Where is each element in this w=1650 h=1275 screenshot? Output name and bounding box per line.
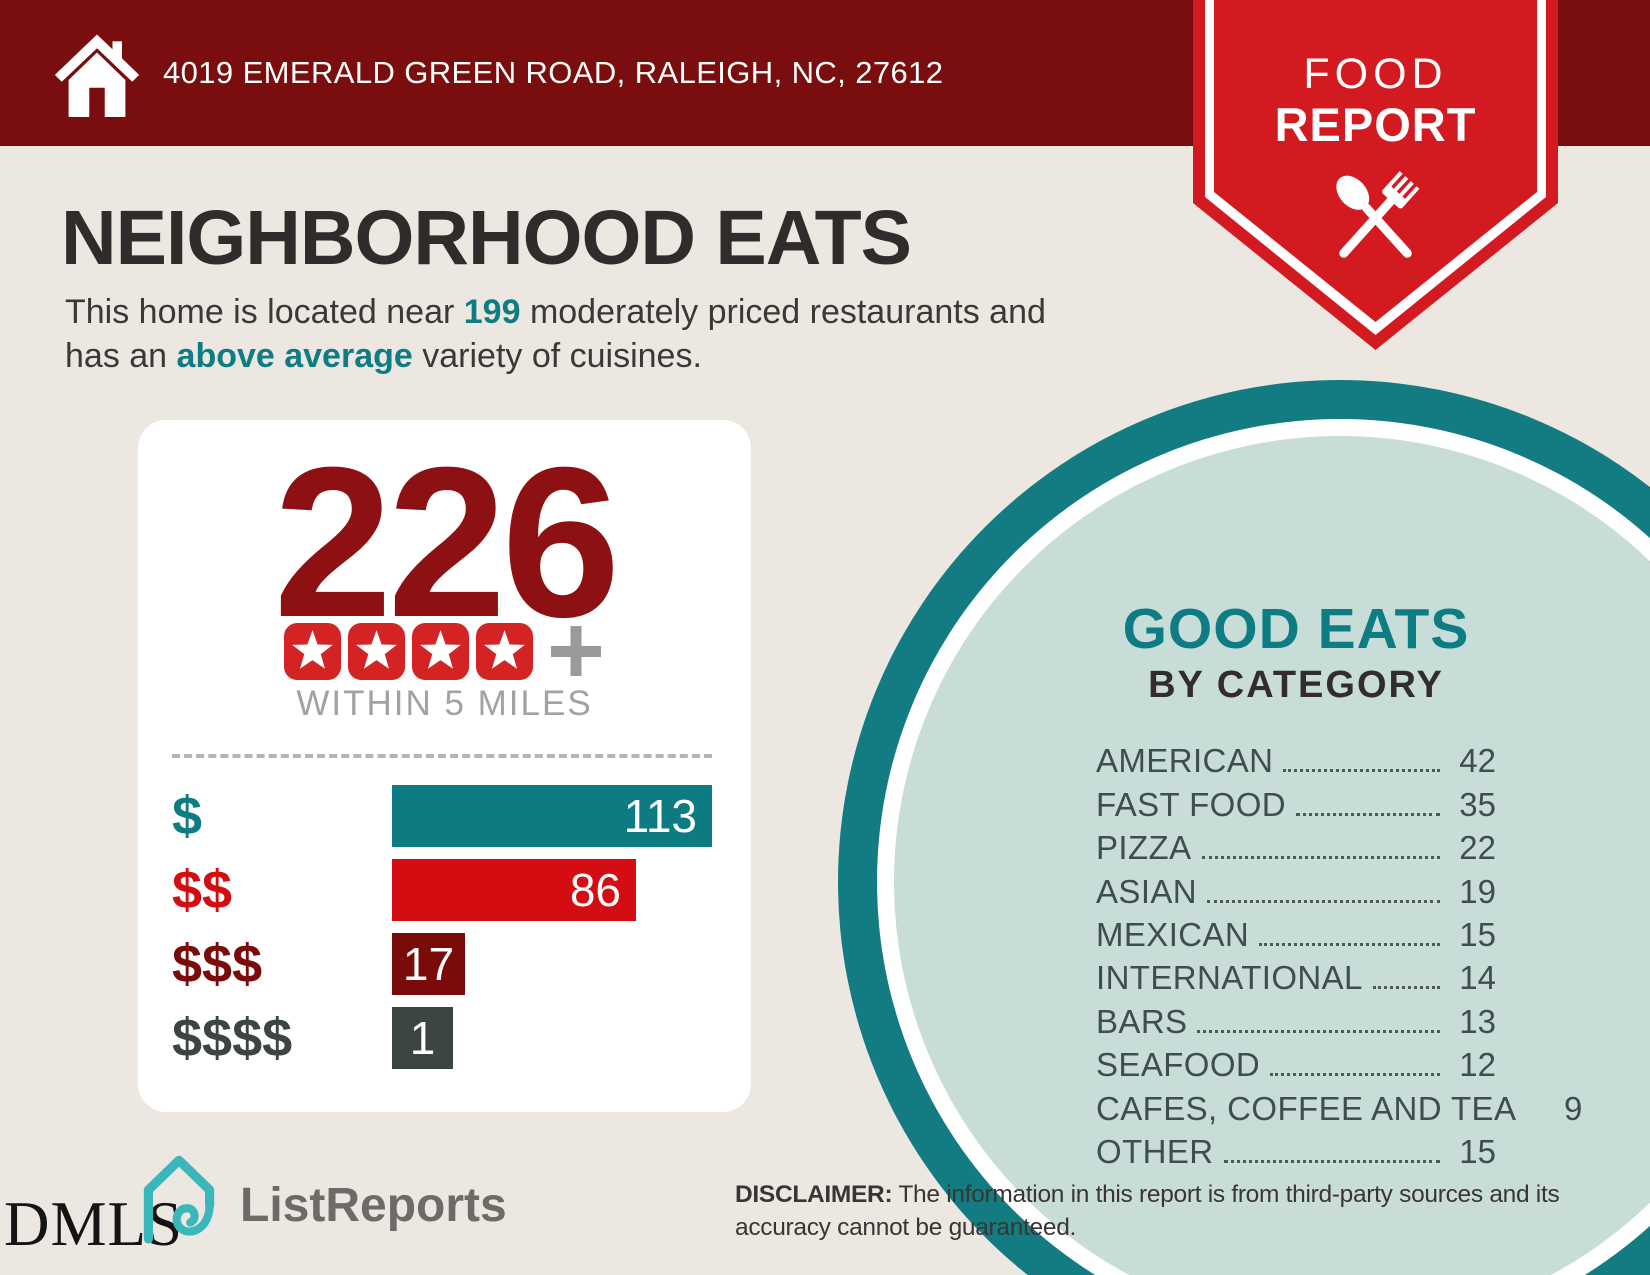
category-row: MEXICAN 15 (1096, 911, 1496, 954)
category-label: FAST FOOD (1096, 785, 1287, 823)
tier-bar: 113 (392, 785, 712, 847)
category-label: PIZZA (1096, 829, 1192, 867)
leader-dots (1270, 1073, 1440, 1077)
price-tier-row: $$ 86 (138, 859, 751, 921)
category-label: SEAFOOD (1096, 1046, 1261, 1084)
tier-value: 86 (569, 864, 621, 916)
star-icon (475, 622, 533, 680)
leader-dots (1259, 942, 1440, 946)
leader-dots (1201, 856, 1440, 860)
disclaimer-line1: The information in this report is from t… (892, 1181, 1560, 1208)
tier-label: $$ (172, 860, 233, 920)
leader-dots (1372, 986, 1440, 990)
price-tier-bar-chart: $ 113 $$ 86 $$$ 17 $$$$ 1 (138, 785, 751, 1075)
dashed-divider (172, 754, 712, 758)
tier-value: 113 (623, 790, 697, 842)
category-value: 35 (1459, 785, 1496, 823)
tier-bar: 17 (392, 933, 465, 995)
star-icon (347, 622, 405, 680)
disclaimer-line2: accuracy cannot be guaranteed. (735, 1214, 1077, 1241)
leader-dots (1283, 769, 1440, 773)
leader-dots (1207, 899, 1440, 903)
good-eats-title: GOOD EATS (1122, 597, 1470, 661)
good-eats-panel: GOOD EATS BY CATEGORY AMERICAN 42 FAST FO… (1096, 596, 1582, 1171)
leader-dots (1296, 812, 1440, 816)
good-eats-subtitle: BY CATEGORY (1148, 664, 1444, 706)
category-row: INTERNATIONAL 14 (1096, 954, 1496, 997)
price-tier-row: $$$ 17 (138, 933, 751, 995)
category-value: 15 (1459, 915, 1496, 953)
disclaimer-text: DISCLAIMER: The information in this repo… (735, 1178, 1560, 1244)
tier-value: 1 (409, 1012, 436, 1064)
category-value: 12 (1459, 1046, 1496, 1084)
category-row: PIZZA 22 (1096, 824, 1496, 867)
food-report-ribbon (1193, 0, 1558, 350)
intro-text: This home is located near 199 moderately… (65, 290, 1046, 378)
good-eats-list: AMERICAN 42 FAST FOOD 35 PIZZA 22 ASIAN 19 M… (1096, 737, 1582, 1171)
category-value: 9 (1564, 1089, 1583, 1127)
leader-dots (1197, 1029, 1440, 1033)
spoon-and-fork-icon (1336, 171, 1420, 258)
tier-bar: 86 (392, 859, 636, 921)
category-row: AMERICAN 42 (1096, 737, 1496, 780)
tier-label: $$$$ (172, 1008, 293, 1068)
category-value: 22 (1459, 829, 1496, 867)
category-row: OTHER 15 (1096, 1128, 1496, 1171)
page-title: NEIGHBORHOOD EATS (61, 195, 912, 281)
star-rating (138, 621, 751, 681)
ribbon-title-line2: REPORT (1274, 98, 1477, 151)
category-value: 13 (1459, 1002, 1496, 1040)
category-label: CAFES, COFFEE AND TEA (1096, 1089, 1517, 1127)
category-label: MEXICAN (1096, 915, 1250, 953)
price-tier-row: $$$$ 1 (138, 1007, 751, 1069)
intro-line2-post: variety of cuisines. (412, 337, 702, 375)
category-row: SEAFOOD 12 (1096, 1041, 1496, 1084)
decorative-circle-fill (894, 436, 1650, 1275)
category-value: 15 (1459, 1132, 1496, 1170)
total-restaurant-count: 226 (273, 423, 620, 662)
category-label: ASIAN (1096, 872, 1198, 910)
listreports-house-icon (143, 1155, 215, 1244)
star-icon (411, 622, 469, 680)
category-value: 19 (1459, 872, 1496, 910)
tier-label: $$$ (172, 934, 263, 994)
category-label: AMERICAN (1096, 742, 1274, 780)
intro-line2-pre: has an (65, 337, 177, 375)
plus-icon (550, 626, 601, 676)
star-icon (283, 622, 341, 680)
intro-line1-post: moderately priced restaurants and (520, 293, 1046, 331)
category-label: BARS (1096, 1002, 1188, 1040)
restaurant-summary-card: 226 WITHIN 5 MILES $ 113 $$ 86 $$$ 17 (138, 420, 751, 1112)
category-label: INTERNATIONAL (1096, 959, 1363, 997)
category-row: ASIAN 19 (1096, 867, 1496, 910)
home-icon (54, 34, 140, 117)
listreports-logo-text: ListReports (240, 1179, 507, 1232)
category-value: 14 (1459, 959, 1496, 997)
price-tier-row: $ 113 (138, 785, 751, 847)
category-label: OTHER (1096, 1132, 1214, 1170)
category-row: CAFES, COFFEE AND TEA 9 (1096, 1084, 1582, 1127)
category-value: 42 (1459, 742, 1496, 780)
category-row: BARS 13 (1096, 997, 1496, 1040)
intro-highlight: above average (176, 337, 413, 375)
disclaimer-label: DISCLAIMER: (735, 1181, 893, 1208)
tier-bar: 1 (392, 1007, 453, 1069)
restaurant-count: 199 (463, 293, 521, 331)
tier-label: $ (172, 786, 203, 846)
leader-dots (1223, 1159, 1440, 1163)
intro-line1-pre: This home is located near (65, 293, 464, 331)
ribbon-title-line1: FOOD (1303, 50, 1448, 98)
category-row: FAST FOOD 35 (1096, 780, 1496, 823)
tier-value: 17 (402, 938, 455, 990)
property-address: 4019 EMERALD GREEN ROAD, RALEIGH, NC, 27… (163, 55, 944, 90)
within-miles-label: WITHIN 5 MILES (296, 684, 593, 723)
